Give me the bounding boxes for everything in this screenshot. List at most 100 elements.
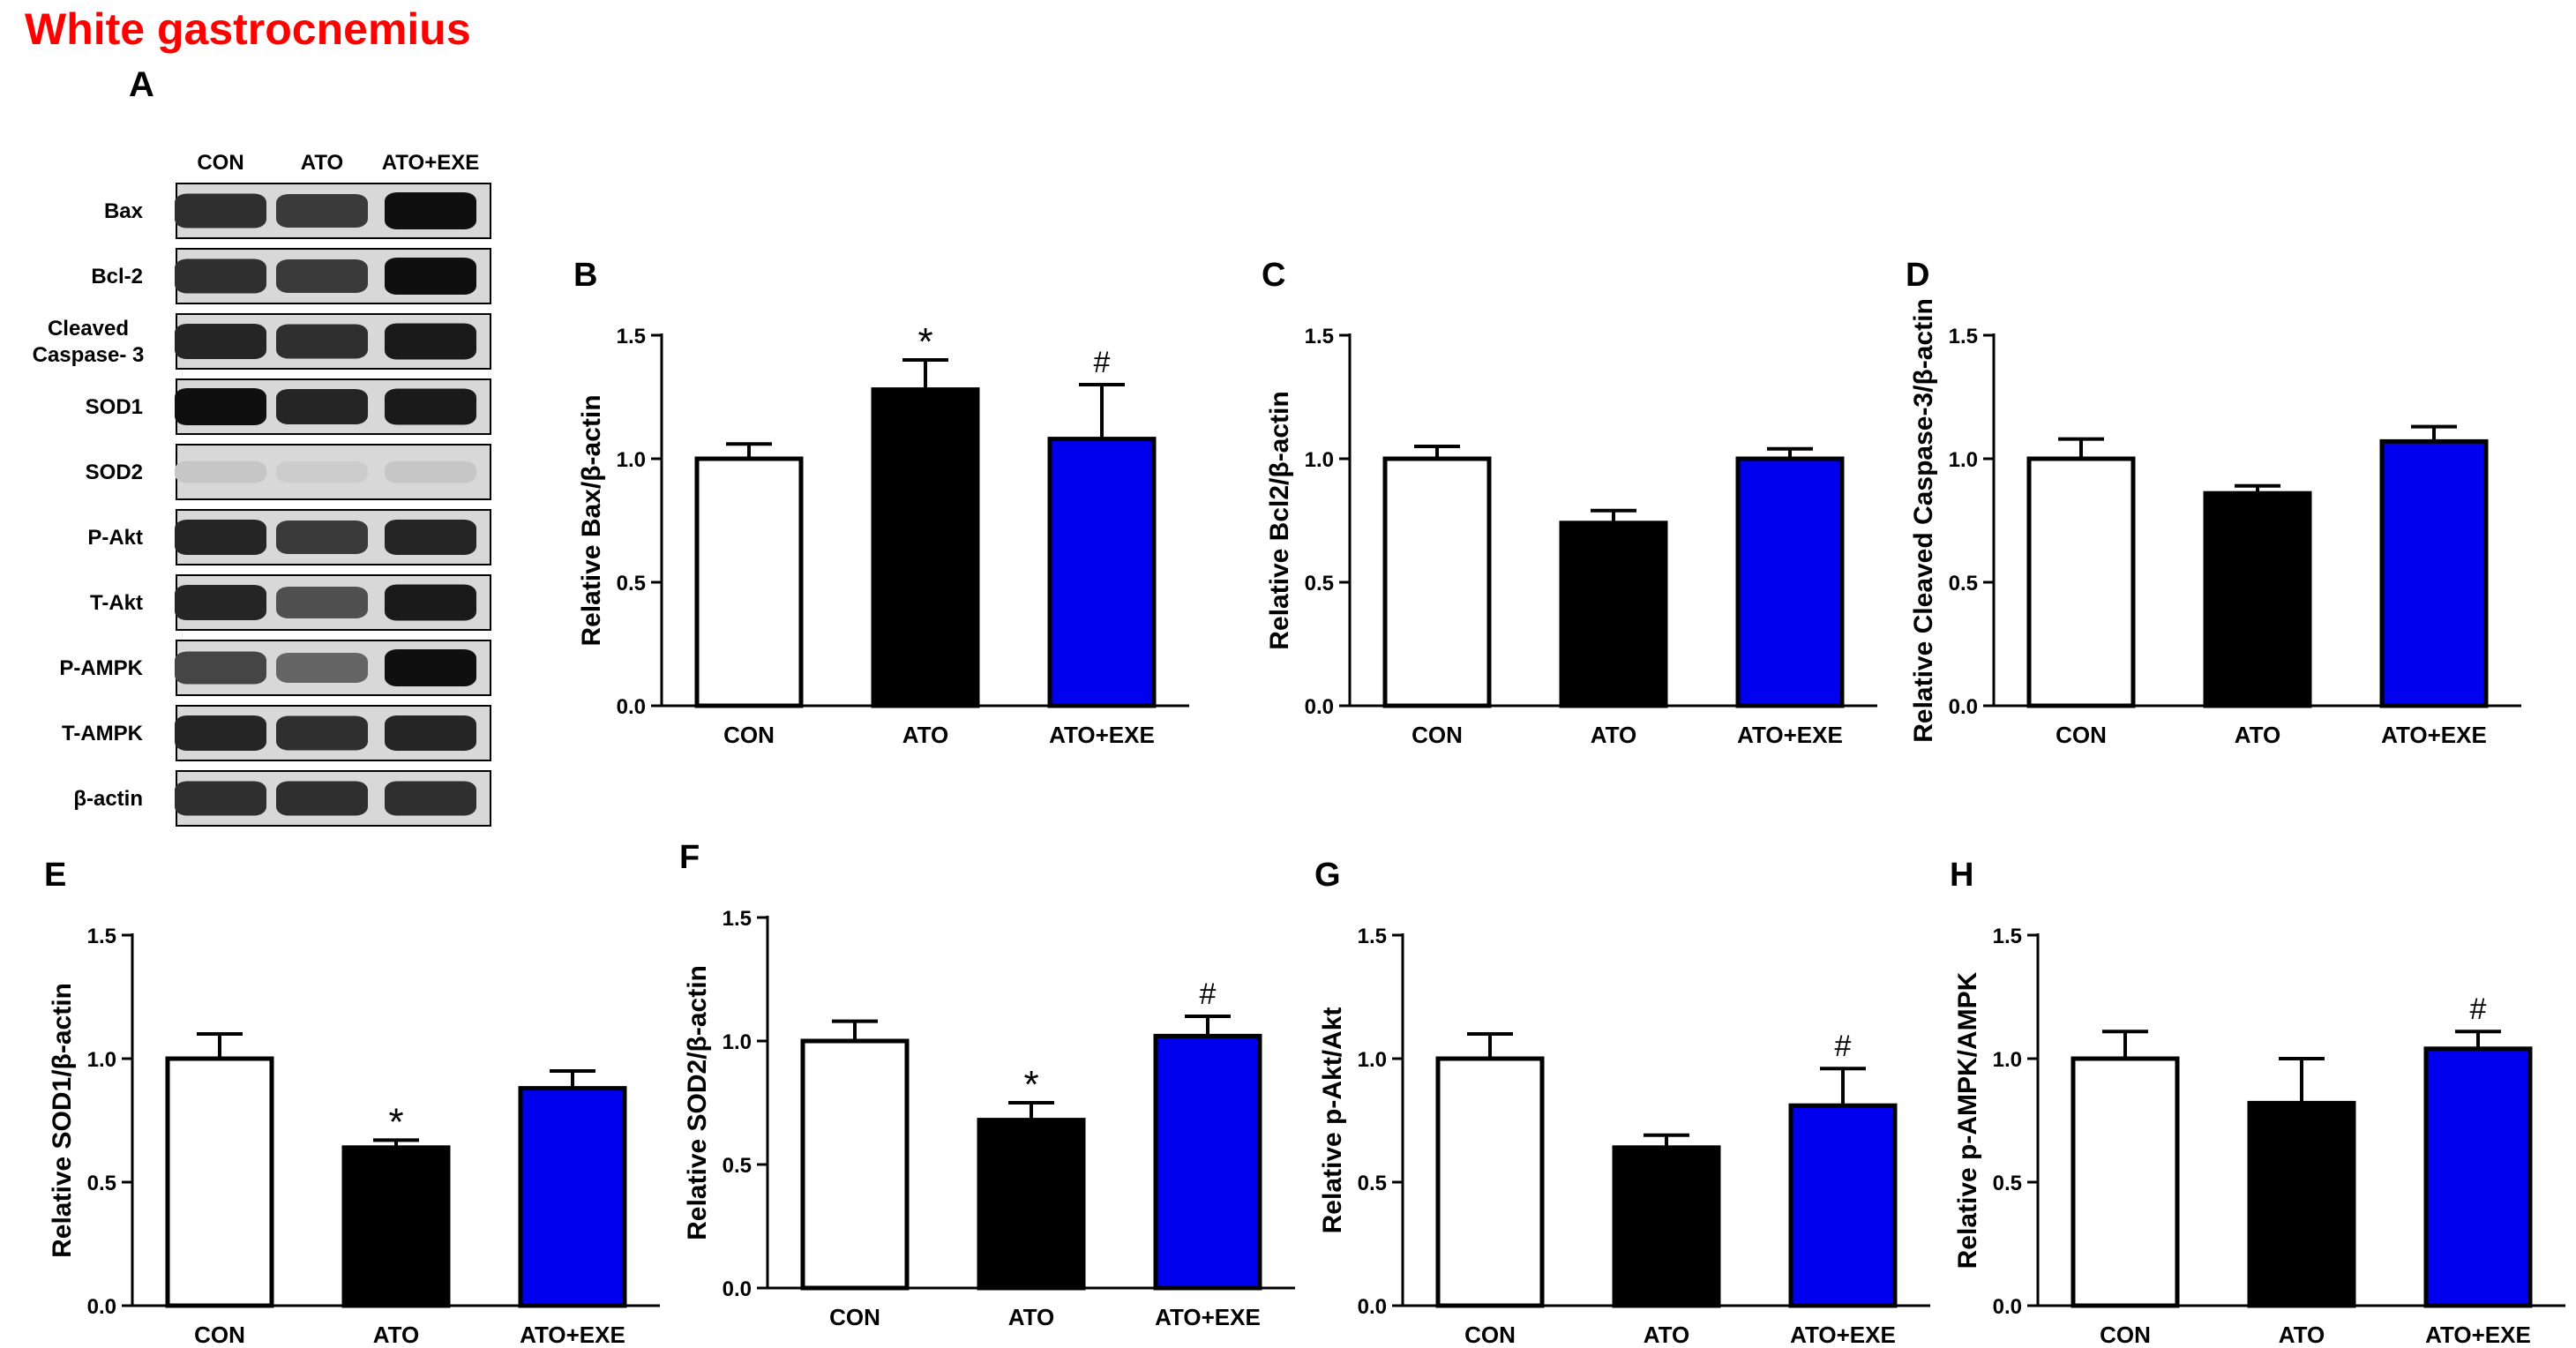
bar [2379,438,2489,708]
significance-mark: * [917,320,932,363]
y-tick-label: 0.0 [1358,1295,1387,1319]
bar [871,387,980,708]
x-tick-label: CON [723,722,775,748]
y-tick-label: 0.5 [1993,1172,2022,1195]
panel-letter: H [1950,857,1973,894]
bar [2071,1056,2180,1308]
panel-letter: C [1262,257,1285,294]
chart-f-sod2: F Relative SOD2/β-actin 0.0 0.5 1.0 1.5 CON ATO… [679,839,1295,1330]
y-tick-label: 1.5 [617,325,646,348]
x-tick-label: CON [194,1322,245,1348]
significance-mark: # [1835,1030,1852,1063]
blot-band [276,194,368,228]
blot-row-label: β-actin [73,787,143,811]
y-tick-label: 1.5 [87,925,116,948]
blot-band [276,653,368,683]
bar [1047,437,1157,708]
blot-row-label: SOD1 [86,395,143,419]
y-tick-label: 1.0 [1949,448,1978,472]
bar [1153,1033,1262,1291]
blot-band [385,258,476,295]
blot-row-label: SOD2 [86,461,143,484]
y-axis-label: Relative Bcl2/β-actin [1265,391,1294,649]
blot-band [276,389,368,424]
blot-column-label: CON [197,151,243,175]
y-tick-label: 1.0 [617,448,646,472]
blot-band [385,781,476,816]
bar [694,456,804,708]
x-tick-label: ATO+EXE [2381,722,2487,748]
blot-band [175,651,266,685]
y-tick-label: 0.0 [87,1295,116,1319]
bar [1788,1103,1898,1308]
blot-band [175,193,266,228]
x-tick-label: ATO [1644,1322,1689,1348]
significance-mark: * [388,1100,403,1143]
blot-row-label: P-Akt [87,526,143,550]
y-axis-label: Relative SOD2/β-actin [683,965,712,1240]
panel-letter: D [1906,257,1929,294]
blot-row-label: Bcl-2 [91,265,143,288]
blot-band [175,461,266,483]
chart-g-p-akt: G Relative p-Akt/Akt 0.0 0.5 1.0 1.5 CON ATO ATO… [1314,857,1930,1348]
bar [2203,491,2312,708]
blot-band [175,585,266,620]
x-tick-label: CON [2056,722,2107,748]
blot-band [385,584,476,621]
blot-band [276,781,368,816]
blot-row-label: Bax [104,199,144,223]
panel-letter: E [44,857,66,894]
x-tick-label: ATO+EXE [1049,722,1155,748]
y-tick-label: 0.5 [1305,572,1334,595]
y-tick-label: 1.0 [1305,448,1334,472]
panel-letter-a: A [129,65,154,104]
blot-band [276,324,368,359]
y-tick-label: 1.5 [723,907,752,931]
x-tick-label: CON [1464,1322,1516,1348]
blot-row-label: T-Akt [90,591,143,615]
blot-row: SOD1 [86,378,491,435]
bar [800,1038,910,1291]
bar [977,1118,1086,1291]
blot-band [385,323,476,360]
y-tick-label: 1.0 [87,1048,116,1072]
x-tick-label: ATO+EXE [1737,722,1843,748]
significance-mark: # [2470,992,2487,1026]
bar [1559,520,1668,708]
y-axis-label: Relative Cleaved Caspase-3/β-actin [1909,298,1938,743]
blot-row-label: P-AMPK [59,656,143,680]
blot-band [175,715,266,751]
y-tick-label: 0.0 [723,1277,752,1301]
blot-band [175,781,266,816]
blot-row: SOD2 [86,444,491,500]
blot-band [175,520,266,555]
panel-letter: G [1314,857,1341,894]
x-tick-label: ATO [2279,1322,2325,1348]
blot-band [385,461,476,483]
chart-d-cleaved-caspase3: D Relative Cleaved Caspase-3/β-actin 0.0 0.… [1906,257,2521,748]
blot-band [385,715,476,751]
blot-row: T-AMPK [62,705,491,761]
blot-row: P-Akt [87,509,491,565]
blot-band [175,258,266,294]
blot-band [276,259,368,293]
chart-h-p-ampk: H Relative p-AMPK/AMPK 0.0 0.5 1.0 1.5 CON ATO A… [1950,857,2565,1348]
bar [1382,456,1492,708]
y-tick-label: 1.0 [723,1030,752,1054]
blot-band [175,324,266,359]
page-title: White gastrocnemius [25,4,471,54]
x-tick-label: CON [829,1304,880,1330]
blot-column-label: ATO [301,151,343,175]
y-tick-label: 0.5 [723,1154,752,1178]
x-tick-label: ATO [1591,722,1636,748]
y-axis-label: Relative p-AMPK/AMPK [1953,971,1982,1269]
blot-band [385,388,476,425]
blot-row-label: Caspase- 3 [33,343,145,367]
y-tick-label: 0.5 [617,572,646,595]
x-tick-label: ATO [1008,1304,1054,1330]
blot-row: Bax [104,183,491,239]
blot-band [276,587,368,618]
x-tick-label: ATO+EXE [1790,1322,1896,1348]
significance-mark: # [1200,977,1217,1011]
